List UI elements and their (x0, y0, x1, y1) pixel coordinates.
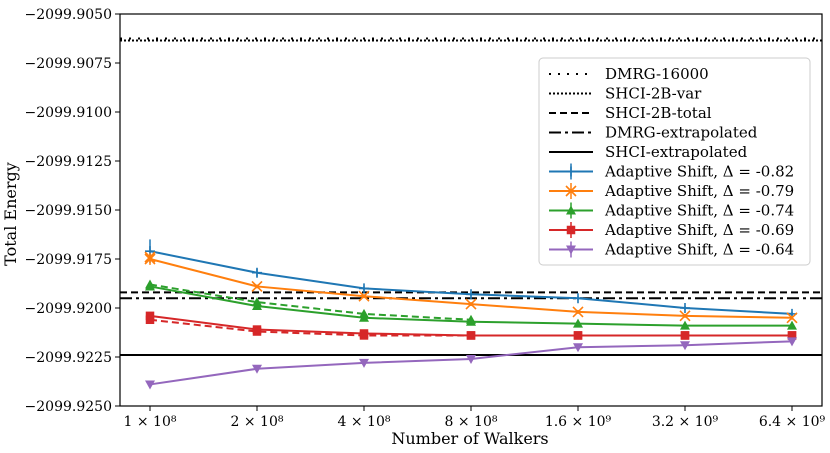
data-point (145, 380, 155, 390)
data-point (252, 267, 262, 278)
y-tick-label: −2099.9125 (25, 154, 112, 170)
data-point (359, 329, 369, 338)
y-tick-label: −2099.9100 (25, 105, 112, 121)
legend-label: SHCI-extrapolated (605, 143, 748, 161)
legend-label: SHCI-2B-total (605, 104, 712, 122)
x-tick-label: 8 × 10⁸ (445, 414, 498, 430)
data-point (252, 325, 262, 334)
data-point (787, 320, 797, 330)
y-tick-label: −2099.9175 (25, 252, 112, 268)
data-point (786, 312, 798, 324)
legend-label: Adaptive Shift, Δ = -0.69 (604, 221, 794, 239)
series-line-dashed (149, 283, 472, 321)
axes: −2099.9250 −2099.9225 −2099.9200 −2099.9175… (25, 7, 826, 430)
y-tick-label: −2099.9250 (25, 399, 112, 415)
data-point (251, 280, 263, 293)
x-tick-label: 4 × 10⁸ (338, 414, 391, 430)
x-tick-label: 3.2 × 10⁹ (652, 414, 719, 430)
legend-label: Adaptive Shift, Δ = -0.79 (604, 182, 794, 200)
legend-label: Adaptive Shift, Δ = -0.82 (604, 163, 794, 181)
data-point (145, 311, 155, 321)
data-point (565, 185, 577, 197)
data-point (466, 331, 476, 340)
data-point (466, 354, 476, 364)
data-point (572, 306, 584, 318)
plot-data (120, 37, 822, 390)
data-point (566, 205, 576, 215)
data-point (573, 331, 583, 340)
data-point (566, 225, 576, 235)
data-point (787, 337, 797, 347)
data-point (573, 318, 583, 328)
series (144, 251, 798, 324)
y-axis-label: Total Energy (1, 162, 20, 266)
data-point (359, 358, 369, 368)
data-point (359, 312, 369, 322)
data-point (680, 341, 690, 351)
series (145, 279, 797, 330)
series (145, 311, 797, 340)
legend-label: DMRG-extrapolated (605, 124, 758, 142)
data-point (566, 245, 576, 255)
data-point (466, 316, 476, 326)
x-tick-label: 1.6 × 10⁹ (545, 414, 612, 430)
x-tick-label: 1 × 10⁸ (124, 414, 177, 430)
x-tick-label: 6.4 × 10⁹ (759, 414, 826, 430)
series (145, 337, 797, 390)
data-point (359, 283, 369, 294)
data-point (566, 166, 576, 177)
data-point (573, 343, 583, 353)
data-point (145, 281, 155, 291)
y-tick-label: −2099.9050 (25, 7, 112, 23)
data-point (573, 293, 583, 304)
x-tick-label: 2 × 10⁸ (231, 414, 284, 430)
legend-label: SHCI-2B-var (605, 85, 702, 103)
legend-label: Adaptive Shift, Δ = -0.64 (604, 241, 794, 259)
data-point (252, 301, 262, 311)
data-point (465, 298, 477, 310)
legend-box (538, 57, 811, 266)
y-tick-label: −2099.9225 (25, 350, 112, 366)
data-point (680, 331, 690, 340)
data-point (466, 289, 476, 300)
y-tick-label: −2099.9075 (25, 56, 112, 72)
y-tick-label: −2099.9200 (25, 301, 112, 317)
legend-label: Adaptive Shift, Δ = -0.74 (604, 202, 794, 220)
data-point (358, 290, 370, 302)
y-tick-label: −2099.9150 (25, 203, 112, 219)
x-axis-label: Number of Walkers (391, 429, 548, 448)
data-point (680, 303, 690, 313)
data-point (679, 310, 691, 322)
data-point (787, 331, 797, 340)
legend-label: DMRG-16000 (605, 65, 709, 83)
data-point (144, 253, 156, 265)
data-point (680, 320, 690, 330)
data-point (252, 364, 262, 374)
